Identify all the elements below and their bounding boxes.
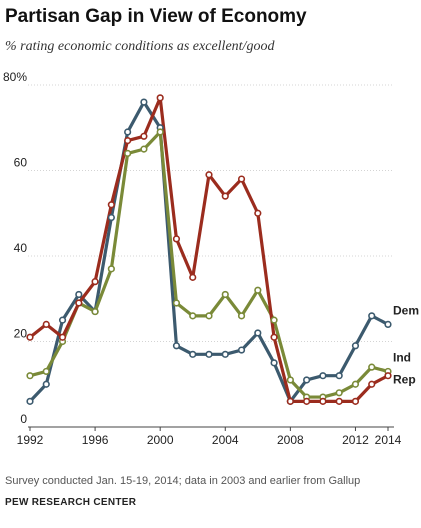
data-point-ind-2005 bbox=[237, 312, 246, 320]
data-point-rep-1992 bbox=[26, 333, 34, 341]
y-tick-label-20: 20 bbox=[14, 327, 28, 341]
data-point-ind-2008 bbox=[286, 376, 294, 384]
y-tick-label-40: 40 bbox=[14, 241, 28, 255]
y-tick-label-80: 80% bbox=[3, 70, 27, 84]
data-point-rep-2009 bbox=[303, 397, 311, 405]
series-label-rep: Rep bbox=[393, 373, 416, 387]
data-point-ind-1999 bbox=[140, 145, 148, 153]
data-point-ind-2012 bbox=[351, 380, 360, 388]
data-point-ind-2001 bbox=[172, 299, 181, 307]
data-point-dem-1992 bbox=[26, 397, 34, 405]
data-point-ind-1996 bbox=[91, 307, 99, 316]
data-point-dem-2006 bbox=[254, 329, 262, 337]
data-point-ind-1998 bbox=[124, 149, 132, 157]
data-point-dem-2003 bbox=[205, 350, 213, 358]
data-point-ind-1997 bbox=[107, 265, 115, 273]
data-point-dem-1999 bbox=[140, 98, 148, 106]
data-point-rep-1998 bbox=[124, 136, 132, 145]
y-tick-label-60: 60 bbox=[14, 156, 28, 170]
data-point-rep-2000 bbox=[156, 94, 164, 102]
data-point-rep-2014 bbox=[384, 372, 392, 380]
data-point-rep-2008 bbox=[286, 397, 294, 405]
x-tick-label-2000: 2000 bbox=[147, 433, 174, 447]
data-point-ind-2013 bbox=[368, 363, 376, 371]
data-point-ind-2000 bbox=[156, 128, 164, 136]
data-point-dem-2005 bbox=[237, 346, 246, 354]
series-label-ind: Ind bbox=[393, 350, 411, 364]
data-point-rep-2001 bbox=[172, 235, 181, 243]
data-point-ind-2002 bbox=[189, 312, 197, 320]
data-point-dem-2001 bbox=[172, 342, 181, 350]
data-point-rep-2004 bbox=[221, 192, 229, 200]
source-label: PEW RESEARCH CENTER bbox=[5, 497, 137, 508]
data-point-ind-2011 bbox=[335, 389, 343, 397]
data-point-rep-1993 bbox=[42, 320, 50, 329]
data-point-rep-1994 bbox=[58, 333, 67, 341]
x-tick-label-2014: 2014 bbox=[375, 433, 402, 447]
data-point-dem-2002 bbox=[189, 350, 197, 358]
data-point-rep-2013 bbox=[368, 380, 376, 388]
data-point-dem-1995 bbox=[75, 290, 83, 299]
data-point-ind-2007 bbox=[270, 316, 278, 324]
data-point-dem-2007 bbox=[270, 359, 278, 367]
data-point-rep-1995 bbox=[75, 299, 83, 307]
x-tick-label-2008: 2008 bbox=[277, 433, 304, 447]
chart-title: Partisan Gap in View of Economy bbox=[5, 6, 307, 27]
data-point-dem-2013 bbox=[368, 312, 376, 320]
data-point-ind-1993 bbox=[42, 367, 50, 376]
chart-subtitle: % rating economic conditions as excellen… bbox=[5, 39, 275, 54]
data-point-rep-2003 bbox=[205, 171, 213, 179]
data-point-rep-2011 bbox=[335, 397, 343, 405]
data-point-rep-2012 bbox=[351, 397, 360, 405]
data-point-rep-2005 bbox=[237, 175, 246, 183]
data-point-dem-2010 bbox=[319, 372, 327, 380]
data-point-rep-2010 bbox=[319, 397, 327, 405]
data-point-rep-1996 bbox=[91, 278, 99, 286]
footnote: Survey conducted Jan. 15-19, 2014; data … bbox=[5, 475, 361, 487]
x-tick-label-1992: 1992 bbox=[17, 433, 44, 447]
data-point-ind-1992 bbox=[26, 372, 34, 380]
data-point-dem-2012 bbox=[351, 342, 360, 350]
data-point-dem-2011 bbox=[335, 372, 343, 380]
data-point-dem-2009 bbox=[303, 376, 311, 384]
series-label-dem: Dem bbox=[393, 303, 419, 317]
x-tick-label-2012: 2012 bbox=[342, 433, 369, 447]
data-point-ind-2003 bbox=[205, 312, 213, 320]
data-point-dem-1994 bbox=[58, 316, 67, 324]
data-point-dem-1998 bbox=[124, 128, 132, 136]
data-point-dem-2004 bbox=[221, 350, 229, 358]
x-tick-label-1996: 1996 bbox=[82, 433, 109, 447]
data-point-rep-2006 bbox=[254, 209, 262, 217]
data-point-ind-2006 bbox=[254, 286, 262, 294]
x-tick-label-2004: 2004 bbox=[212, 433, 239, 447]
data-point-rep-1997 bbox=[107, 201, 115, 209]
y-tick-label-0: 0 bbox=[20, 412, 27, 426]
data-point-dem-1993 bbox=[42, 380, 50, 388]
data-point-rep-1999 bbox=[140, 132, 148, 140]
data-point-rep-2007 bbox=[270, 333, 278, 341]
data-point-dem-2014 bbox=[384, 320, 392, 329]
data-point-rep-2002 bbox=[189, 273, 197, 281]
data-point-dem-1997 bbox=[107, 213, 115, 222]
data-point-ind-2004 bbox=[221, 290, 229, 299]
